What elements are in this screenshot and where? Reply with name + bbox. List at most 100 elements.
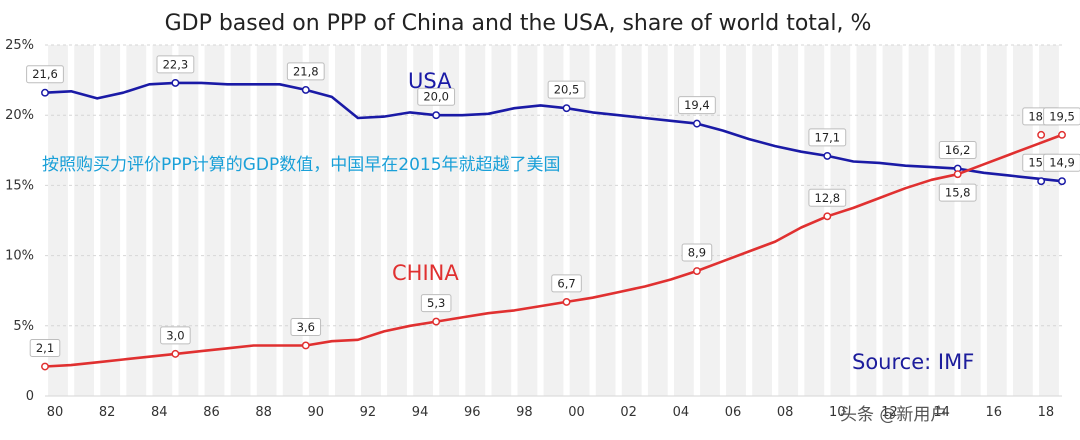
x-tick-label: 00 xyxy=(568,405,585,420)
data-point xyxy=(301,341,310,350)
background-band xyxy=(934,45,955,396)
background-band xyxy=(230,45,251,396)
data-label: 21,6 xyxy=(32,67,58,81)
y-tick-label: 10% xyxy=(5,249,34,264)
data-point xyxy=(41,88,49,97)
x-tick-label: 80 xyxy=(47,405,64,420)
x-tick-label: 84 xyxy=(151,405,168,420)
x-tick-label: 86 xyxy=(203,405,220,420)
y-tick-label: 25% xyxy=(5,38,34,53)
data-label-box xyxy=(29,339,61,358)
background-band xyxy=(1039,45,1059,396)
series-line-china xyxy=(44,133,1063,368)
x-tick-label: 88 xyxy=(255,405,272,420)
background-band xyxy=(361,45,381,396)
gridlines xyxy=(45,44,1062,397)
background-band xyxy=(595,45,616,396)
data-label-box xyxy=(551,274,582,293)
x-tick-label: 92 xyxy=(360,405,377,420)
data-label-box xyxy=(938,183,977,202)
data-label: 6,7 xyxy=(557,276,575,290)
data-label: 5,3 xyxy=(427,296,445,310)
data-point xyxy=(1058,177,1066,186)
source-label: Source: IMF xyxy=(852,350,974,374)
data-label: 3,6 xyxy=(297,320,315,334)
x-tick-label: 18 xyxy=(1038,405,1055,420)
background-band xyxy=(647,45,668,396)
x-tick-label: 10 xyxy=(829,405,846,420)
data-label-box xyxy=(286,62,325,81)
data-label-box xyxy=(678,96,716,115)
data-label: 19,4 xyxy=(684,98,710,112)
data-point xyxy=(301,85,310,94)
background-band xyxy=(100,45,121,396)
watermark-text: 头条 @新用户 xyxy=(840,405,947,425)
x-tick-label: 82 xyxy=(99,405,116,420)
data-label: 22,3 xyxy=(163,57,189,71)
background-band xyxy=(48,45,68,396)
x-tick-label: 16 xyxy=(985,405,1002,420)
data-label-box xyxy=(420,294,452,313)
background-band xyxy=(673,45,694,396)
data-label-box xyxy=(1043,107,1080,126)
data-label: 15,8 xyxy=(945,186,971,200)
x-tick-label: 02 xyxy=(620,405,637,420)
data-point xyxy=(562,297,571,306)
data-label-box xyxy=(290,317,322,336)
x-tick-label: 04 xyxy=(673,405,690,420)
background-band xyxy=(204,45,225,396)
chart-title: GDP based on PPP of China and the USA, s… xyxy=(165,11,872,36)
data-label: 20,0 xyxy=(423,90,449,104)
data-label-box xyxy=(1043,153,1080,172)
background-band xyxy=(830,45,851,396)
background-band xyxy=(178,45,199,396)
data-point xyxy=(1037,130,1046,139)
data-label: 16,2 xyxy=(945,143,971,157)
data-point xyxy=(562,104,571,113)
china-series-name: CHINA xyxy=(392,261,459,285)
x-tick-label: 90 xyxy=(307,405,324,420)
background-band xyxy=(960,45,981,396)
x-tick-label: 14 xyxy=(933,405,950,420)
series-line-usa xyxy=(44,81,1063,183)
data-label: 21,8 xyxy=(293,64,319,78)
y-tick-label: 5% xyxy=(13,319,34,334)
data-point xyxy=(692,267,701,275)
data-label: 14,9 xyxy=(1049,156,1075,170)
background-band xyxy=(543,45,564,396)
x-tick-label: 94 xyxy=(412,405,429,420)
data-label: 3,0 xyxy=(166,328,184,342)
background-band xyxy=(908,45,929,396)
background-band xyxy=(621,45,642,396)
background-band xyxy=(126,45,147,396)
data-label: 2,1 xyxy=(36,341,54,355)
background-band xyxy=(569,45,590,396)
background-band xyxy=(387,45,407,396)
background-band xyxy=(1012,45,1033,396)
data-label-box xyxy=(808,128,847,147)
data-point xyxy=(692,119,701,128)
data-label-box xyxy=(160,326,191,345)
x-tick-label: 12 xyxy=(881,405,898,420)
data-label-box xyxy=(938,141,977,160)
background-band xyxy=(334,45,355,396)
x-tick-label: 96 xyxy=(464,405,481,420)
x-axis-ticks: 80 82 84 86 88 90 92 94 96 98 00 02 04 06 08 10 12 14 16 18 xyxy=(47,405,1054,420)
data-label-box xyxy=(417,87,456,106)
y-tick-label: 0 xyxy=(26,389,34,404)
data-label-box xyxy=(808,188,847,207)
data-point xyxy=(1037,177,1046,186)
background-band xyxy=(491,45,512,396)
y-axis-ticks: 0 5% 10% 15% 20% 25% xyxy=(5,38,34,404)
background-band xyxy=(700,45,720,396)
data-label: 19,5 xyxy=(1049,109,1075,123)
data-point xyxy=(823,212,832,221)
background-band xyxy=(726,45,746,396)
background-band xyxy=(308,45,329,396)
series-lines xyxy=(44,81,1063,368)
data-label: 8,9 xyxy=(688,246,706,260)
x-tick-label: 08 xyxy=(777,405,794,420)
data-point xyxy=(171,349,180,358)
